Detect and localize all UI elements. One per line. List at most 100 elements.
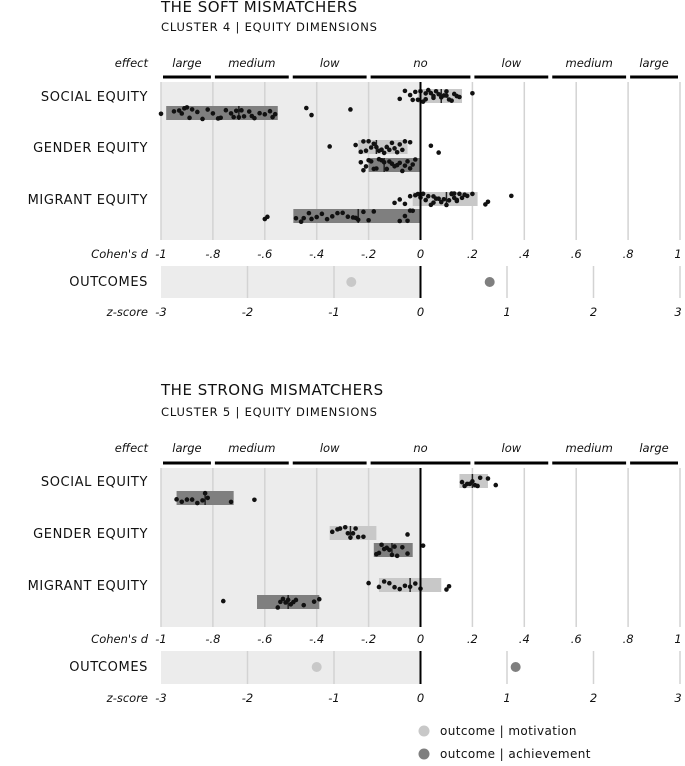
data-point	[304, 105, 309, 111]
data-point	[436, 91, 441, 97]
effect-band-label-medium: medium	[228, 441, 275, 455]
data-point	[189, 497, 195, 502]
x-tick-label: .4	[519, 632, 530, 646]
data-point	[444, 202, 449, 208]
data-point	[265, 214, 270, 220]
data-point	[402, 201, 408, 207]
z-tick-label: -2	[242, 305, 253, 319]
data-point	[327, 144, 332, 149]
data-point	[402, 88, 408, 94]
data-point	[355, 534, 361, 540]
data-point	[410, 162, 416, 167]
category-label: SOCIAL EQUITY	[41, 90, 148, 105]
data-point	[475, 483, 480, 489]
effect-label: effect	[115, 56, 149, 70]
chart-subtitle: CLUSTER 5 | EQUITY DIMENSIONS	[161, 405, 378, 419]
x-tick-label: .4	[519, 247, 530, 261]
data-point	[392, 584, 397, 590]
data-point	[223, 107, 229, 113]
data-point	[423, 91, 428, 96]
data-point	[200, 498, 205, 503]
data-point	[228, 111, 234, 116]
data-point	[376, 584, 382, 590]
data-point	[202, 490, 208, 496]
data-point	[407, 92, 413, 98]
outcome-motivation-point	[346, 277, 357, 287]
data-point	[262, 112, 268, 117]
data-point	[363, 148, 369, 154]
x-tick-label: .8	[623, 247, 634, 261]
category-label: MIGRANT EQUITY	[28, 193, 148, 208]
legend-label: outcome | motivation	[440, 724, 577, 738]
data-point	[301, 215, 307, 221]
data-point	[158, 111, 164, 117]
data-point	[402, 583, 408, 589]
data-point	[470, 479, 475, 484]
data-point	[184, 497, 190, 502]
outcome-achievement-point	[484, 277, 495, 287]
data-point	[394, 553, 400, 559]
data-point	[189, 107, 195, 112]
data-point	[278, 599, 283, 605]
data-point	[252, 497, 257, 503]
data-point	[210, 111, 216, 116]
data-point	[405, 551, 410, 556]
data-point	[428, 143, 434, 149]
category-label: MIGRANT EQUITY	[28, 579, 148, 594]
data-point	[275, 605, 281, 610]
data-point	[324, 216, 330, 222]
effect-band-label-large: large	[172, 56, 201, 70]
data-point	[389, 140, 395, 146]
data-point	[483, 202, 488, 207]
data-point	[451, 195, 457, 201]
x-tick-label: .6	[571, 632, 582, 646]
data-point	[195, 109, 200, 115]
data-point	[285, 597, 291, 603]
data-point	[444, 587, 449, 592]
data-point	[397, 142, 403, 147]
data-point	[329, 529, 335, 535]
data-point	[174, 497, 179, 502]
data-point	[184, 105, 190, 110]
effect-band-label-medium: medium	[566, 56, 613, 70]
data-point	[425, 193, 431, 199]
data-point	[361, 534, 366, 540]
data-point	[485, 476, 491, 481]
legend-swatch	[418, 748, 430, 760]
data-point	[444, 93, 449, 98]
data-point	[415, 191, 421, 197]
z-tick-label: -3	[155, 305, 166, 319]
data-point	[309, 112, 314, 118]
effect-label: effect	[115, 441, 149, 455]
data-point	[280, 596, 286, 602]
outcome-motivation-point	[311, 662, 322, 672]
effect-band-label-large: large	[172, 441, 201, 455]
data-point	[413, 581, 418, 586]
x-tick-label: -.6	[257, 247, 272, 261]
data-point	[477, 475, 483, 481]
data-point	[363, 164, 369, 169]
data-point	[301, 602, 307, 608]
data-point	[298, 219, 304, 224]
effect-band-label-medium: medium	[566, 441, 613, 455]
data-point	[361, 209, 366, 215]
data-point	[405, 218, 410, 224]
x-tick-label: -.6	[257, 632, 272, 646]
data-point	[358, 149, 364, 155]
data-point	[397, 586, 403, 592]
data-point	[407, 139, 413, 145]
data-point	[368, 159, 374, 164]
data-point	[425, 87, 431, 93]
effect-band-label-large: large	[639, 441, 668, 455]
data-point	[348, 535, 353, 540]
data-point	[272, 111, 278, 117]
data-point	[171, 109, 177, 114]
data-point	[420, 543, 426, 548]
data-point	[220, 598, 226, 604]
data-point	[239, 108, 244, 113]
x-axis-label: Cohen's d	[91, 247, 149, 261]
chart-panel-2: THE STRONG MISMATCHERS CLUSTER 5 | EQUITY…	[28, 381, 682, 705]
x-tick-label: .8	[623, 632, 634, 646]
effect-band-label-large: large	[639, 56, 668, 70]
data-point	[400, 544, 405, 550]
